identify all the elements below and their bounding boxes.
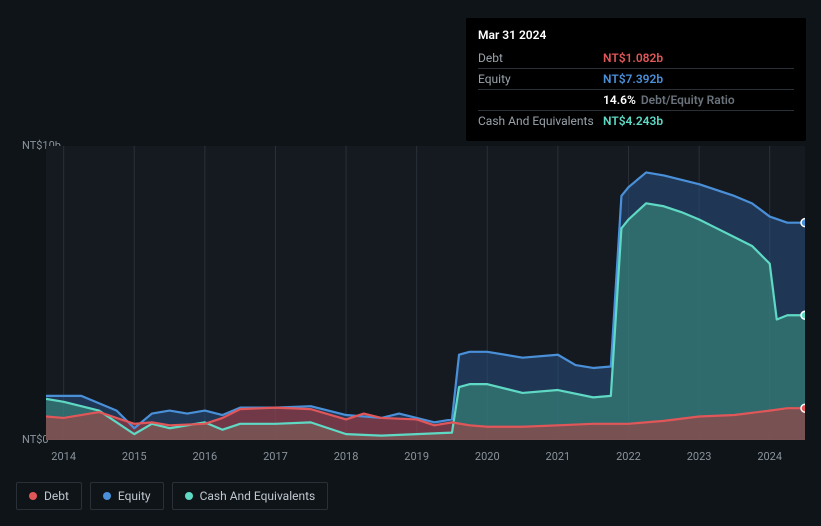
x-axis-label: 2020 <box>475 450 500 463</box>
summary-box: Mar 31 2024 DebtNT$1.082bEquityNT$7.392b… <box>466 18 806 141</box>
info-label: Equity <box>478 72 603 86</box>
legend-label: Debt <box>44 489 69 503</box>
x-axis: 2014 2015 2016 2017 2018 2019 2020 2021 2022 2023… <box>46 450 805 470</box>
x-axis-label: 2021 <box>546 450 571 463</box>
x-axis-label: 2014 <box>51 450 76 463</box>
info-label: Debt <box>478 51 603 65</box>
info-row: EquityNT$7.392b <box>478 68 794 89</box>
x-axis-label: 2016 <box>192 450 217 463</box>
info-value: NT$1.082b <box>603 51 663 65</box>
x-axis-label: 2017 <box>263 450 288 463</box>
info-suffix: Debt/Equity Ratio <box>638 93 735 107</box>
info-date: Mar 31 2024 <box>478 28 794 42</box>
info-rows: DebtNT$1.082bEquityNT$7.392b14.6% Debt/E… <box>478 48 794 131</box>
legend-label: Equity <box>118 489 151 503</box>
x-axis-label: 2015 <box>122 450 147 463</box>
legend-item[interactable]: Cash And Equivalents <box>172 482 329 510</box>
info-row: DebtNT$1.082b <box>478 48 794 68</box>
legend-item[interactable]: Debt <box>16 482 82 510</box>
chart: NT$10bNT$0 <box>16 130 805 440</box>
info-value: NT$7.392b <box>603 72 663 86</box>
legend: Debt Equity Cash And Equivalents <box>16 482 328 510</box>
legend-label: Cash And Equivalents <box>200 489 316 503</box>
legend-item[interactable]: Equity <box>90 482 164 510</box>
info-value: NT$4.243b <box>603 114 663 128</box>
x-axis-label: 2022 <box>616 450 641 463</box>
info-row: Cash And EquivalentsNT$4.243b <box>478 110 794 131</box>
legend-dot-icon <box>29 492 37 500</box>
x-axis-label: 2023 <box>687 450 712 463</box>
x-axis-label: 2024 <box>757 450 782 463</box>
plot-area <box>46 146 805 440</box>
legend-dot-icon <box>185 492 193 500</box>
x-axis-label: 2019 <box>404 450 429 463</box>
x-axis-label: 2018 <box>334 450 359 463</box>
y-axis-label: NT$0 <box>22 433 49 446</box>
info-label: Cash And Equivalents <box>478 114 603 128</box>
chart-svg <box>46 146 805 440</box>
info-row: 14.6% Debt/Equity Ratio <box>478 89 794 110</box>
info-label <box>478 93 603 107</box>
info-value: 14.6% Debt/Equity Ratio <box>603 93 735 107</box>
legend-dot-icon <box>103 492 111 500</box>
